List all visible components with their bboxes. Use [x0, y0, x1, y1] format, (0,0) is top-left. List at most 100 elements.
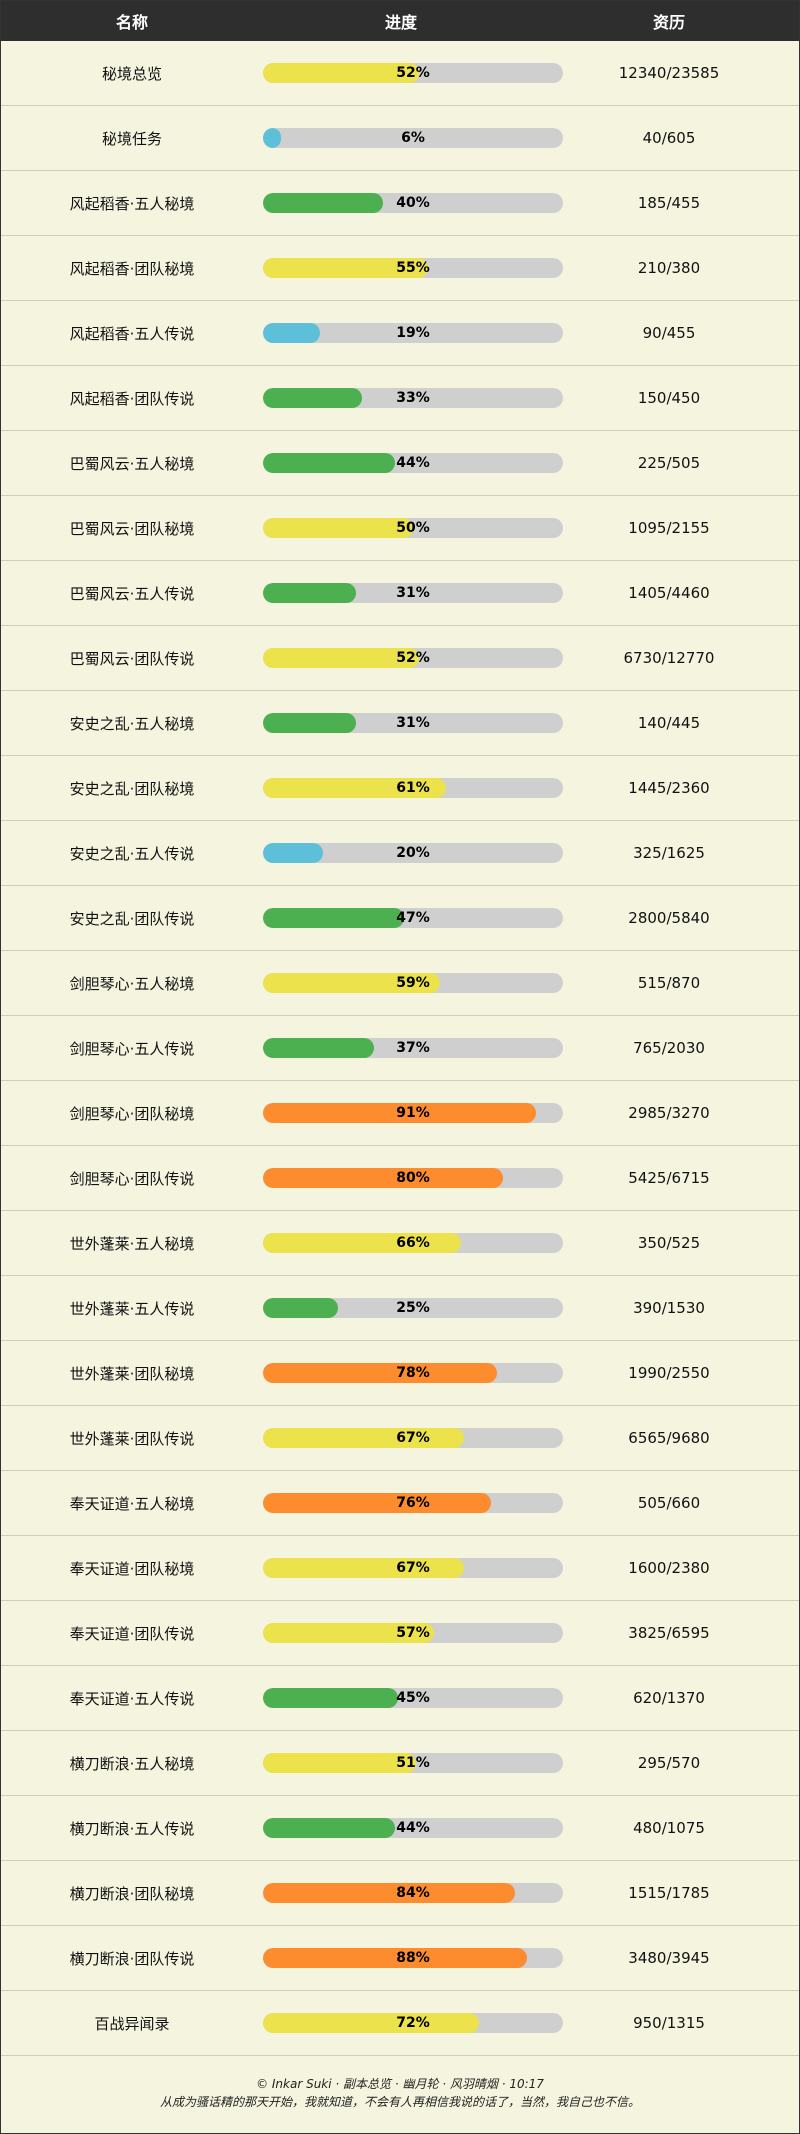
progress-bar [263, 1363, 563, 1383]
table-row: 风起稻香·五人秘境 40% 185/455 [1, 171, 799, 236]
progress-percent: 59% [396, 975, 430, 991]
table-row: 剑胆琴心·团队传说 80% 5425/6715 [1, 1146, 799, 1211]
table-row: 百战异闻录 72% 950/1315 [1, 1991, 799, 2056]
progress-fill [263, 908, 404, 928]
progress-percent: 40% [396, 195, 430, 211]
dungeon-name: 横刀断浪·五人秘境 [69, 1754, 195, 1773]
progress-bar [263, 778, 563, 798]
progress-cell: 44% [263, 1818, 563, 1838]
progress-bar [263, 63, 563, 83]
progress-percent: 52% [396, 650, 430, 666]
progress-fill [263, 778, 446, 798]
progress-cell: 19% [263, 323, 563, 343]
dungeon-name: 剑胆琴心·五人秘境 [69, 974, 195, 993]
dungeon-name: 秘境任务 [101, 129, 162, 148]
table-row: 安史之乱·团队秘境 61% 1445/2360 [1, 756, 799, 821]
progress-cell: 33% [263, 388, 563, 408]
progress-fill [263, 1038, 374, 1058]
progress-bar [263, 1168, 563, 1188]
exp-value: 620/1370 [633, 1689, 705, 1707]
progress-cell: 78% [263, 1363, 563, 1383]
exp-value: 6730/12770 [623, 649, 715, 667]
progress-percent: 31% [396, 715, 430, 731]
exp-value: 140/445 [637, 714, 701, 732]
progress-cell: 88% [263, 1948, 563, 1968]
progress-percent: 50% [396, 520, 430, 536]
dungeon-name: 剑胆琴心·团队秘境 [69, 1104, 195, 1123]
dungeon-name: 横刀断浪·五人传说 [69, 1819, 195, 1838]
dungeon-name: 奉天证道·五人秘境 [69, 1494, 195, 1513]
progress-fill [263, 1623, 434, 1643]
progress-bar [263, 1298, 563, 1318]
progress-fill [263, 713, 356, 733]
progress-fill [263, 1103, 536, 1123]
progress-fill [263, 323, 320, 343]
progress-percent: 80% [396, 1170, 430, 1186]
progress-cell: 37% [263, 1038, 563, 1058]
progress-bar [263, 1818, 563, 1838]
exp-value: 765/2030 [633, 1039, 705, 1057]
dungeon-name: 风起稻香·团队传说 [69, 389, 195, 408]
footer: © Inkar Suki · 副本总览 · 幽月轮 · 风羽晴烟 · 10:17… [1, 2075, 799, 2111]
exp-value: 2800/5840 [628, 909, 710, 927]
exp-value: 3825/6595 [628, 1624, 710, 1642]
dungeon-name: 巴蜀风云·五人传说 [69, 584, 195, 603]
dungeon-name: 巴蜀风云·五人秘境 [69, 454, 195, 473]
table-row: 剑胆琴心·团队秘境 91% 2985/3270 [1, 1081, 799, 1146]
progress-fill [263, 843, 323, 863]
exp-value: 6565/9680 [628, 1429, 710, 1447]
exp-value: 1515/1785 [628, 1884, 710, 1902]
progress-bar [263, 1493, 563, 1513]
progress-percent: 6% [401, 130, 425, 146]
progress-bar [263, 323, 563, 343]
exp-value: 325/1625 [633, 844, 705, 862]
progress-fill [263, 1818, 395, 1838]
progress-fill [263, 388, 362, 408]
progress-bar [263, 1623, 563, 1643]
progress-cell: 67% [263, 1558, 563, 1578]
progress-cell: 76% [263, 1493, 563, 1513]
progress-fill [263, 1948, 527, 1968]
table-row: 奉天证道·五人秘境 76% 505/660 [1, 1471, 799, 1536]
progress-bar [263, 1428, 563, 1448]
progress-cell: 67% [263, 1428, 563, 1448]
progress-fill [263, 1688, 398, 1708]
exp-value: 90/455 [642, 324, 696, 342]
table-row: 秘境总览 52% 12340/23585 [1, 41, 799, 106]
progress-fill [263, 1558, 464, 1578]
progress-percent: 91% [396, 1105, 430, 1121]
progress-cell: 51% [263, 1753, 563, 1773]
progress-cell: 57% [263, 1623, 563, 1643]
progress-cell: 80% [263, 1168, 563, 1188]
exp-value: 3480/3945 [628, 1949, 710, 1967]
progress-fill [263, 1233, 461, 1253]
progress-fill [263, 258, 428, 278]
table-row: 剑胆琴心·五人传说 37% 765/2030 [1, 1016, 799, 1081]
table-row: 横刀断浪·五人传说 44% 480/1075 [1, 1796, 799, 1861]
progress-cell: 6% [263, 128, 563, 148]
exp-value: 150/450 [637, 389, 701, 407]
exp-value: 515/870 [637, 974, 701, 992]
dungeon-name: 奉天证道·团队传说 [69, 1624, 195, 1643]
table-row: 安史之乱·五人秘境 31% 140/445 [1, 691, 799, 756]
exp-value: 185/455 [637, 194, 701, 212]
progress-bar [263, 1558, 563, 1578]
progress-percent: 57% [396, 1625, 430, 1641]
exp-value: 5425/6715 [628, 1169, 710, 1187]
exp-value: 1600/2380 [628, 1559, 710, 1577]
progress-cell: 72% [263, 2013, 563, 2033]
footer-credit: © Inkar Suki · 副本总览 · 幽月轮 · 风羽晴烟 · 10:17 [256, 2077, 544, 2091]
progress-cell: 31% [263, 583, 563, 603]
progress-cell: 50% [263, 518, 563, 538]
progress-percent: 76% [396, 1495, 430, 1511]
progress-percent: 78% [396, 1365, 430, 1381]
progress-fill [263, 973, 440, 993]
dungeon-name: 世外蓬莱·团队秘境 [69, 1364, 195, 1383]
table-header: 名称 进度 资历 [1, 1, 799, 41]
progress-cell: 91% [263, 1103, 563, 1123]
dungeon-name: 巴蜀风云·团队传说 [69, 649, 195, 668]
progress-percent: 44% [396, 1820, 430, 1836]
exp-value: 950/1315 [633, 2014, 705, 2032]
progress-bar [263, 1753, 563, 1773]
progress-bar [263, 583, 563, 603]
